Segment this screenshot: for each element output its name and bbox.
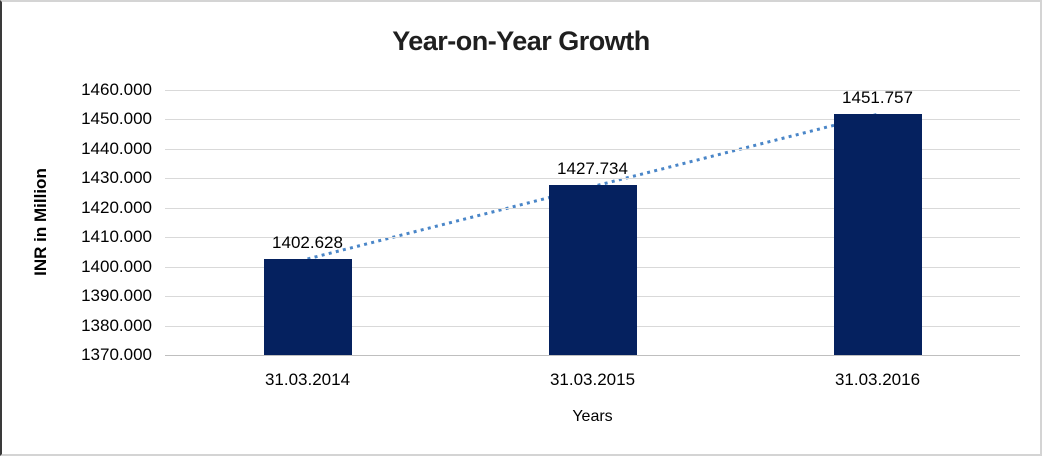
y-axis-title: INR in Million (31, 168, 50, 276)
y-tick-label: 1420.000 (81, 197, 152, 217)
x-axis-line (165, 355, 1020, 356)
gridline (165, 119, 1020, 121)
y-tick-label: 1450.000 (81, 109, 152, 129)
x-axis-title: Years (572, 408, 613, 425)
y-tick-label: 1380.000 (81, 315, 152, 335)
bar-value-label: 1427.734 (557, 159, 628, 178)
x-tick-label: 31.03.2015 (549, 370, 636, 389)
y-tick-label: 1430.000 (81, 168, 152, 188)
y-tick-label: 1370.000 (81, 345, 152, 364)
bar (548, 185, 637, 355)
x-tick-label: 31.03.2016 (834, 370, 921, 389)
bar (263, 258, 352, 355)
bar-value-label: 1402.628 (272, 232, 343, 252)
y-tick-label: 1400.000 (81, 256, 152, 276)
chart-title: Year-on-Year Growth (392, 26, 650, 56)
gridline (165, 148, 1020, 150)
y-tick-label: 1390.000 (81, 286, 152, 306)
bar-value-label: 1451.757 (842, 88, 913, 108)
gridline (165, 178, 1020, 180)
y-tick-label: 1410.000 (81, 227, 152, 247)
gridline (165, 90, 1020, 91)
y-tick-label: 1460.000 (81, 80, 152, 99)
x-tick-label: 31.03.2014 (264, 370, 351, 389)
bar (833, 114, 922, 355)
y-tick-label: 1440.000 (81, 138, 152, 158)
